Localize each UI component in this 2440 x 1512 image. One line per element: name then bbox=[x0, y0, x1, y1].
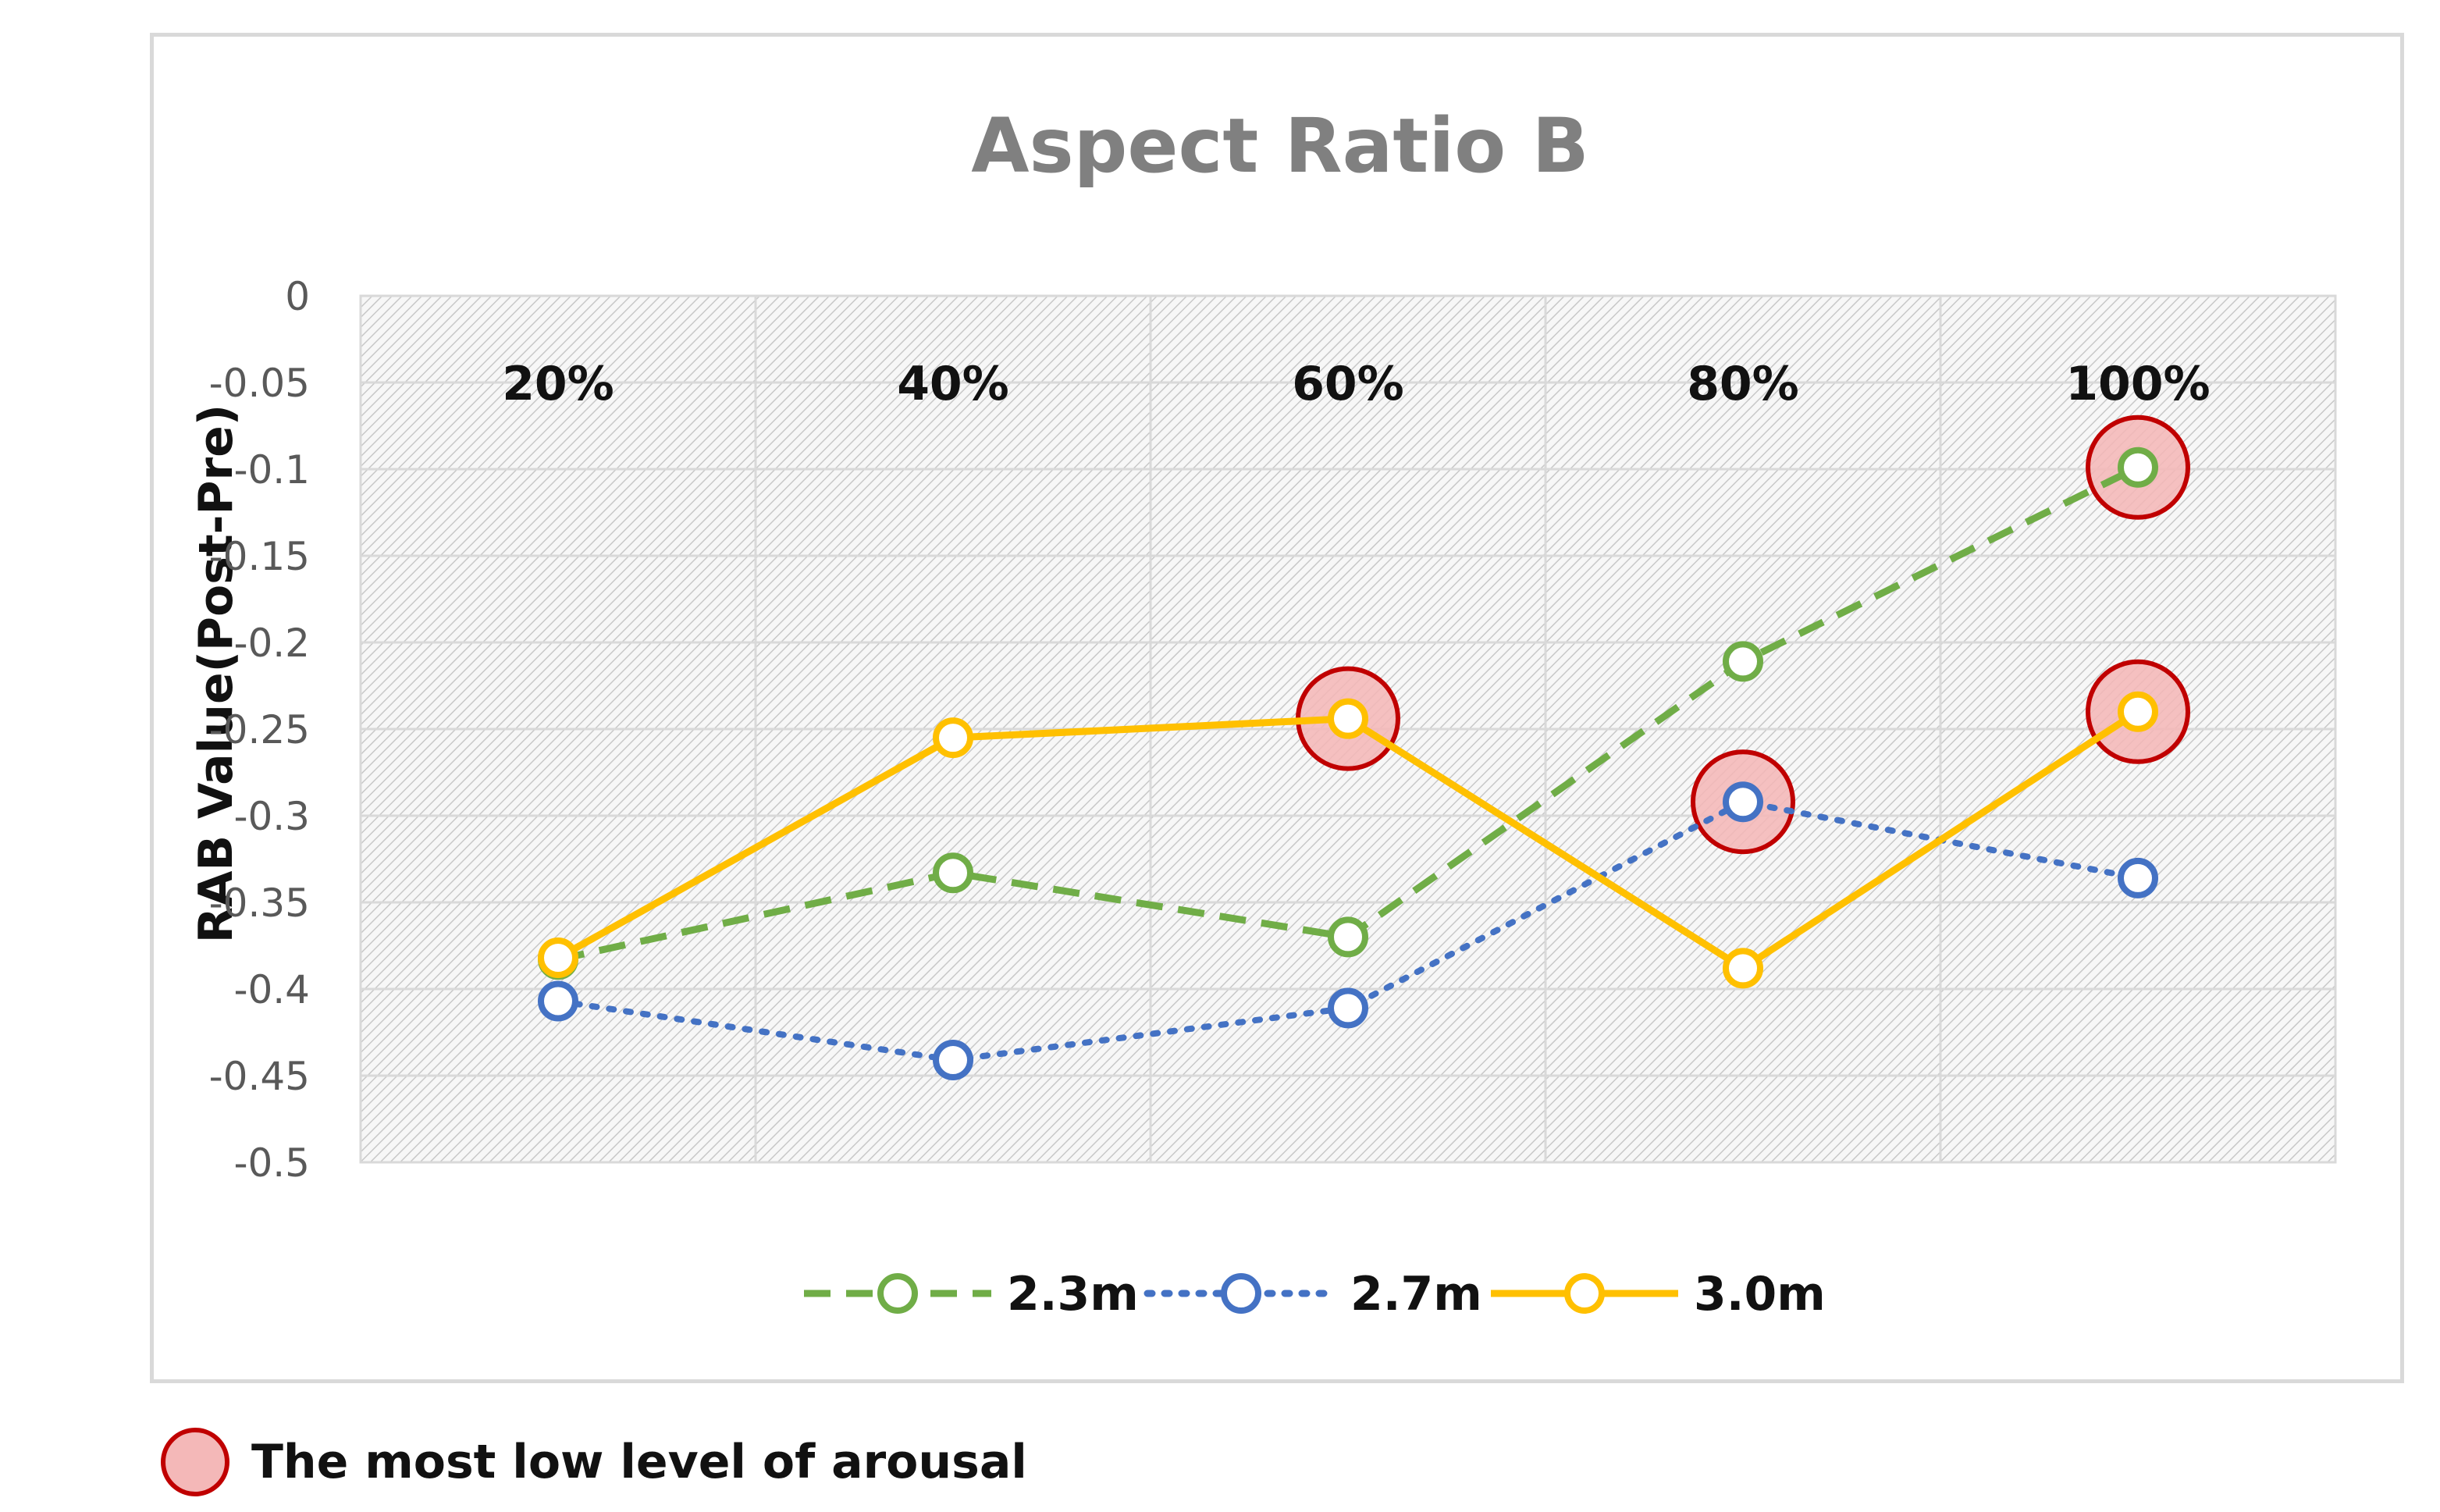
y-tick-label: -0.2 bbox=[233, 621, 310, 666]
data-point-2.3m bbox=[2118, 446, 2158, 488]
data-point-3.0m bbox=[1723, 948, 1763, 989]
legend-label-3.0m: 3.0m bbox=[1694, 1267, 1826, 1322]
data-point-3.0m bbox=[2118, 691, 2158, 732]
series-group bbox=[538, 414, 2190, 1081]
x-tick-label: 20% bbox=[502, 357, 614, 411]
y-tick-label: -0.3 bbox=[233, 794, 310, 839]
data-point-2.7m bbox=[933, 1040, 973, 1081]
legend-marker-3.0m bbox=[1564, 1273, 1605, 1314]
legend-label-2.7m: 2.7m bbox=[1350, 1267, 1482, 1322]
data-point-3.0m bbox=[1328, 698, 1368, 739]
data-point-2.7m bbox=[538, 980, 578, 1022]
legend-marker-2.3m bbox=[877, 1273, 918, 1314]
y-axis-label: RAB Value(Post-Pre) bbox=[189, 404, 244, 943]
y-tick-label: -0.05 bbox=[209, 361, 310, 406]
y-tick-labels: 0 -0.05 -0.1 -0.15 -0.2 -0.25 -0.3 -0.35 -0.4 -0.… bbox=[209, 274, 310, 1186]
data-point-2.3m bbox=[1723, 641, 1763, 682]
x-tick-label: 100% bbox=[2065, 357, 2210, 411]
y-tick-label: -0.35 bbox=[209, 881, 310, 926]
y-tick-label: -0.1 bbox=[233, 447, 310, 493]
highlight-marker-icon bbox=[161, 1428, 229, 1496]
data-point-2.7m bbox=[1723, 781, 1763, 823]
data-point-2.7m bbox=[2118, 857, 2158, 898]
chart-frame: Aspect Ratio B RAB Value(Post-Pre) 0 -0.0… bbox=[150, 33, 2404, 1383]
data-point-2.3m bbox=[933, 852, 973, 894]
legend-label-2.3m: 2.3m bbox=[1007, 1267, 1139, 1322]
data-point-3.0m bbox=[538, 937, 578, 979]
x-tick-label: 60% bbox=[1292, 357, 1404, 411]
chart-title: Aspect Ratio B bbox=[971, 102, 1589, 190]
highlight-note-text: The most low level of arousal bbox=[251, 1435, 1027, 1489]
data-point-2.3m bbox=[1328, 916, 1368, 958]
y-tick-label: -0.15 bbox=[209, 534, 310, 579]
data-point-2.7m bbox=[1328, 987, 1368, 1029]
legend: 2.3m 2.7m 3.0m bbox=[804, 1267, 1826, 1322]
x-tick-label: 40% bbox=[897, 357, 1009, 411]
data-point-3.0m bbox=[933, 717, 973, 759]
y-tick-label: -0.25 bbox=[209, 707, 310, 752]
y-tick-label: -0.45 bbox=[209, 1054, 310, 1099]
legend-marker-2.7m bbox=[1221, 1273, 1261, 1314]
y-tick-label: -0.4 bbox=[233, 967, 310, 1012]
x-tick-label: 80% bbox=[1687, 357, 1799, 411]
y-tick-label: -0.5 bbox=[233, 1140, 310, 1186]
y-tick-label: 0 bbox=[285, 274, 310, 319]
line-chart: Aspect Ratio B RAB Value(Post-Pre) 0 -0.0… bbox=[189, 102, 2337, 1322]
x-tick-labels: 20% 40% 60% 80% 100% bbox=[502, 357, 2211, 411]
highlight-note: The most low level of arousal bbox=[161, 1427, 1027, 1497]
